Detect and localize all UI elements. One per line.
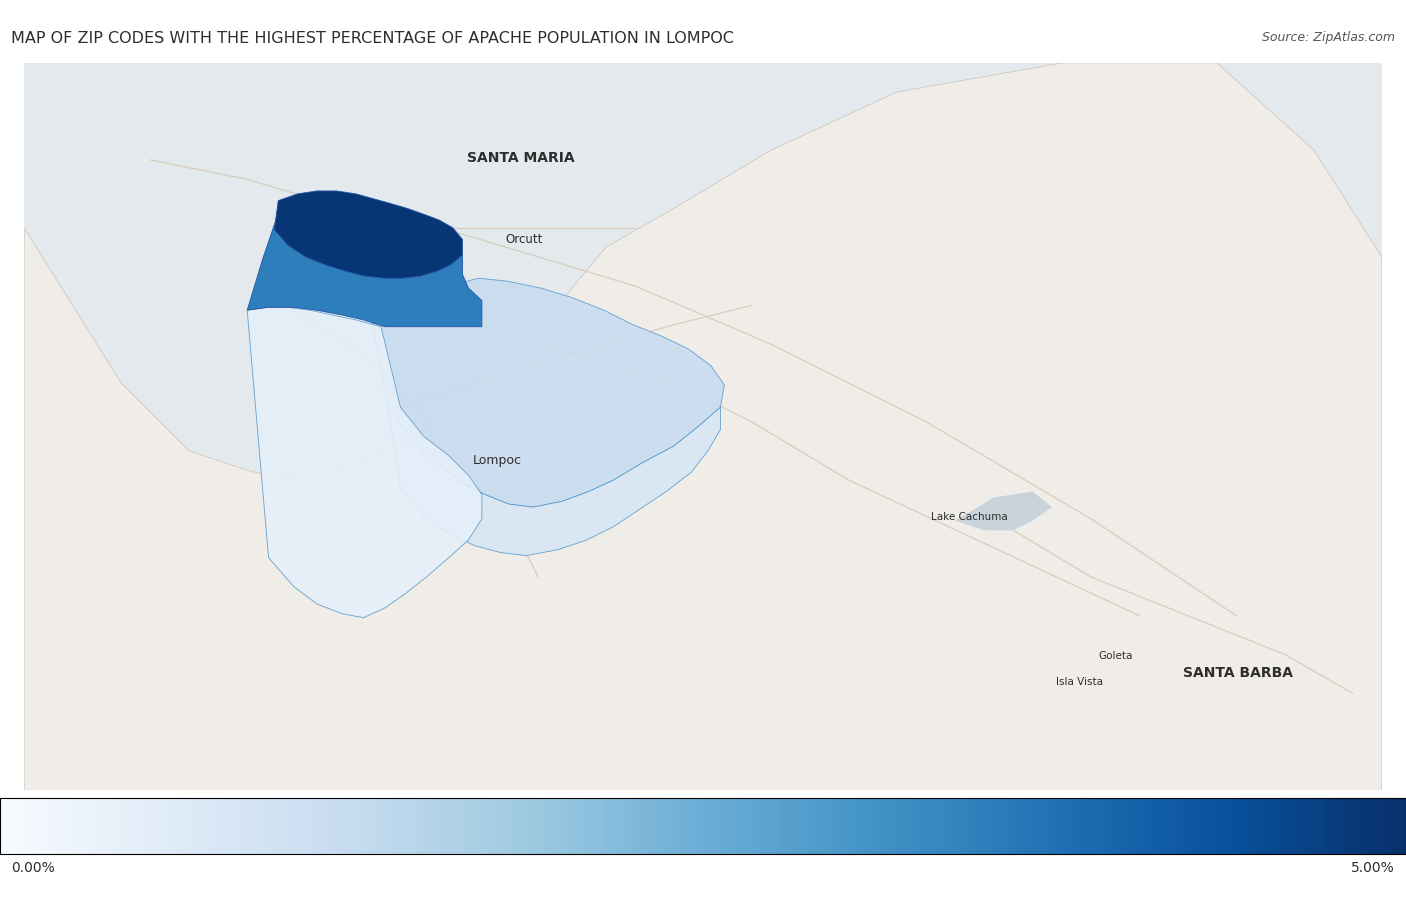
Polygon shape — [364, 276, 724, 507]
Text: SANTA MARIA: SANTA MARIA — [467, 151, 575, 165]
Text: Lake Cachuma: Lake Cachuma — [931, 512, 1008, 521]
Text: SANTA BARBA: SANTA BARBA — [1184, 666, 1294, 680]
Polygon shape — [247, 307, 482, 618]
Polygon shape — [274, 191, 463, 278]
Text: Isla Vista: Isla Vista — [1056, 677, 1102, 687]
Text: 5.00%: 5.00% — [1351, 861, 1395, 876]
Polygon shape — [247, 200, 482, 326]
Polygon shape — [388, 407, 720, 556]
Text: 0.00%: 0.00% — [11, 861, 55, 876]
Polygon shape — [955, 492, 1052, 530]
Text: Source: ZipAtlas.com: Source: ZipAtlas.com — [1261, 31, 1395, 44]
Text: Goleta: Goleta — [1098, 652, 1132, 662]
Polygon shape — [24, 63, 1382, 790]
Text: MAP OF ZIP CODES WITH THE HIGHEST PERCENTAGE OF APACHE POPULATION IN LOMPOC: MAP OF ZIP CODES WITH THE HIGHEST PERCEN… — [11, 31, 734, 47]
Text: Orcutt: Orcutt — [505, 233, 543, 246]
Text: Lompoc: Lompoc — [472, 454, 522, 467]
